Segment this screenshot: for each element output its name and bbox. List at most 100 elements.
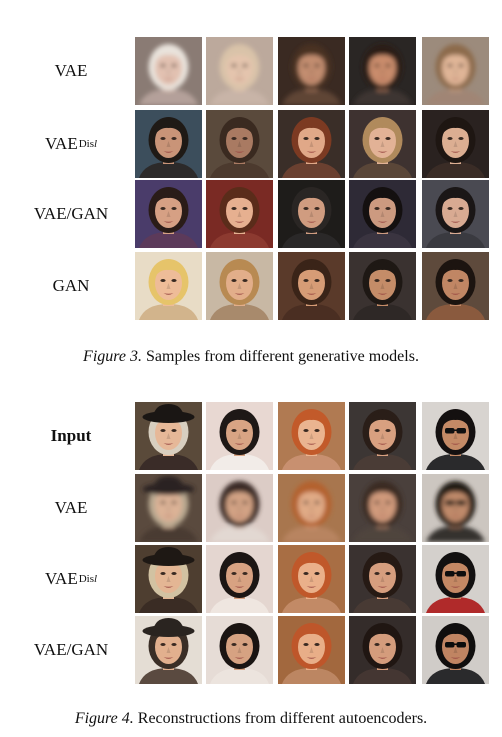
face-image <box>422 402 489 470</box>
figure4-row: VAE Disl <box>0 545 502 613</box>
figure3-row: VAE Disl <box>0 110 502 178</box>
row-label: VAE/GAN <box>14 616 128 684</box>
face-thumbnails <box>135 252 490 320</box>
figure3-row: GAN <box>0 252 502 320</box>
face-image <box>349 545 416 613</box>
face-image-graphic <box>206 616 273 684</box>
face-image <box>422 180 489 248</box>
row-label-text: VAE <box>54 498 88 517</box>
face-image-graphic <box>206 252 273 320</box>
row-label: VAE <box>14 474 128 542</box>
face-image <box>135 252 202 320</box>
face-image-graphic <box>278 545 345 613</box>
face-image <box>278 180 345 248</box>
face-thumbnails <box>135 616 490 684</box>
row-label-subscript: Disl <box>78 573 98 585</box>
face-image-graphic <box>206 37 273 105</box>
row-label-text: VAE/GAN <box>33 204 109 223</box>
face-image <box>278 110 345 178</box>
face-image-graphic <box>349 37 416 105</box>
face-image-graphic <box>422 110 489 178</box>
face-image <box>422 545 489 613</box>
face-image <box>422 252 489 320</box>
face-image <box>349 110 416 178</box>
row-label: VAE/GAN <box>14 180 128 248</box>
face-image-graphic <box>135 252 202 320</box>
row-label-text: VAE <box>54 61 88 80</box>
face-image-graphic <box>278 402 345 470</box>
face-image-graphic <box>422 402 489 470</box>
figure-4-caption-label: Figure 4. <box>74 710 134 727</box>
face-image-graphic <box>278 37 345 105</box>
face-image-graphic <box>135 545 202 613</box>
face-image-graphic <box>135 474 202 542</box>
face-image <box>349 402 416 470</box>
face-thumbnails <box>135 474 490 542</box>
face-image-graphic <box>278 252 345 320</box>
face-thumbnails <box>135 180 490 248</box>
figure3-row: VAE/GAN <box>0 180 502 248</box>
face-image-graphic <box>278 180 345 248</box>
face-image <box>135 545 202 613</box>
face-thumbnails <box>135 402 490 470</box>
face-image <box>278 616 345 684</box>
face-image-graphic <box>349 545 416 613</box>
row-label: VAE <box>14 37 128 105</box>
face-image-graphic <box>206 110 273 178</box>
face-image-graphic <box>422 474 489 542</box>
face-image <box>135 402 202 470</box>
face-image-graphic <box>278 110 345 178</box>
face-image <box>278 402 345 470</box>
face-image-graphic <box>422 616 489 684</box>
figure4-row: Input <box>0 402 502 470</box>
face-image <box>135 474 202 542</box>
row-label-text: VAE <box>44 134 78 153</box>
row-label: VAE Disl <box>14 545 128 613</box>
face-image <box>349 37 416 105</box>
face-image <box>278 474 345 542</box>
face-image <box>422 616 489 684</box>
face-image <box>206 180 273 248</box>
row-label: VAE Disl <box>14 110 128 178</box>
face-image <box>135 110 202 178</box>
figure-4-caption-text: Reconstructions from different autoencod… <box>137 710 428 727</box>
row-label-subscript: Disl <box>78 138 98 150</box>
face-image <box>206 616 273 684</box>
figure-3-caption-label: Figure 3. <box>83 348 142 365</box>
face-image <box>135 180 202 248</box>
face-image <box>422 110 489 178</box>
face-thumbnails <box>135 545 490 613</box>
face-image <box>278 252 345 320</box>
figure-3-caption-text: Samples from different generative models… <box>146 348 419 365</box>
face-image <box>206 402 273 470</box>
row-label-text: VAE <box>44 569 78 588</box>
row-label-text: GAN <box>52 276 90 295</box>
face-image-graphic <box>349 616 416 684</box>
face-image-graphic <box>278 616 345 684</box>
face-image <box>349 616 416 684</box>
face-image <box>278 37 345 105</box>
face-image-graphic <box>349 252 416 320</box>
face-image-graphic <box>206 402 273 470</box>
figure4-row: VAE/GAN <box>0 616 502 684</box>
face-image <box>206 37 273 105</box>
face-image-graphic <box>422 180 489 248</box>
face-thumbnails <box>135 110 490 178</box>
face-image <box>206 252 273 320</box>
face-image-graphic <box>349 402 416 470</box>
face-image <box>135 37 202 105</box>
row-label-text: VAE/GAN <box>33 640 109 659</box>
face-image <box>135 616 202 684</box>
face-image-graphic <box>206 474 273 542</box>
face-image <box>349 180 416 248</box>
figure4-row: VAE <box>0 474 502 542</box>
face-image <box>278 545 345 613</box>
row-label: GAN <box>14 252 128 320</box>
face-image <box>349 474 416 542</box>
face-image-graphic <box>349 180 416 248</box>
face-image-graphic <box>135 180 202 248</box>
row-label-text: Input <box>50 426 92 445</box>
figure-4-caption: Figure 4. Reconstructions from different… <box>0 710 502 728</box>
face-image-graphic <box>422 37 489 105</box>
face-image <box>422 474 489 542</box>
